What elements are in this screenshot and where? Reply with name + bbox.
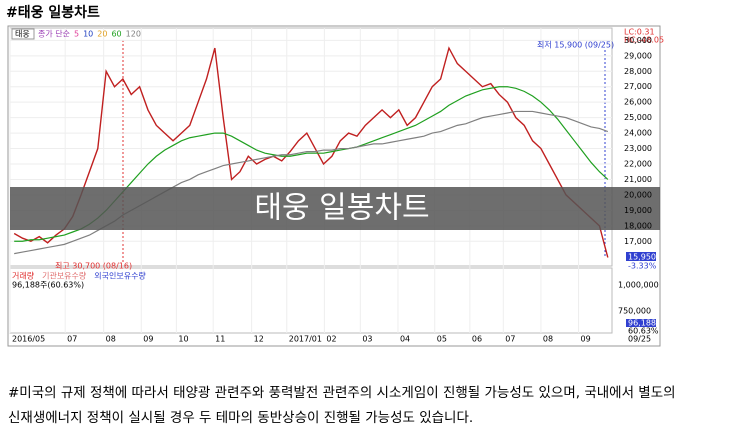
x-tick-label: 07 [67,335,77,344]
y-tick-label: 19,000 [624,206,652,215]
page-title: #태웅 일봉차트 [6,5,100,21]
bottom-note: 최고 30,700 (08/16) [55,261,132,271]
body-line: #미국의 규제 정책에 따라서 태양광 관련주와 풍력발전 관련주의 시소게임이… [8,385,676,401]
legend-entry: 10 [83,30,93,39]
x-tick-label: 05 [437,335,447,344]
volume-axis-label: 750,000 [618,307,651,316]
price-panel [9,27,613,267]
x-tick-label: 06 [472,335,482,344]
y-tick-label: 17,000 [624,237,652,246]
y-tick-label: 23,000 [624,144,652,153]
x-tick-label: 10 [178,335,188,344]
legend-entry: 60 [111,30,121,39]
y-tick-label: 25,000 [624,113,652,122]
price-line [13,46,609,258]
x-tick-label: 12 [254,335,264,344]
y-tick-label: 20,000 [624,190,652,199]
volume-legend: 거래량 기관보유수량 외국인보유수량 [12,271,146,281]
volume-panel [9,267,613,334]
body-line: 신재생에너지 정책이 실시될 경우 두 테마의 동반상승이 진행될 가능성도 있… [8,410,473,426]
holding-box [626,319,656,327]
last-price-box [626,252,656,261]
top-note: 최저 15,900 (09/25) [537,40,614,50]
x-tick-label: 09 [143,335,153,344]
x-tick-label: 03 [362,335,372,344]
x-tick-label: 2017/01 [289,335,322,344]
x-tick-label: 08 [106,335,116,344]
y-tick-label: 21,000 [624,175,652,184]
legend-entry: 120 [126,30,141,39]
last-price: 15,950 [628,253,656,262]
y-tick-label: 28,000 [624,67,652,76]
y-tick-label: 24,000 [624,129,652,138]
x-tick-label: 08 [543,335,553,344]
legend-entry: 외국인보유수량 [94,271,146,281]
lc-label: LC:0.31 [624,28,655,37]
volume-axis-label: 1,000,000 [618,281,659,290]
last-holding: 96,188 [628,319,656,328]
y-tick-label: 18,000 [624,221,652,230]
legend: 종가 단순 5 10 20 60 120 [38,29,141,39]
overlay-band [10,187,660,230]
stock-box [11,28,35,40]
legend-entry: 기관보유수량 [42,271,87,281]
legend-entry: 거래량 [12,271,35,281]
x-tick-label: 07 [505,335,515,344]
x-tick-label: 04 [400,335,410,344]
legend-entry: 5 [74,30,79,39]
overlay-title: 태웅 일봉차트 [254,191,429,226]
y-tick-label: 22,000 [624,160,652,169]
hc-label: HC:-48.05 [624,36,664,45]
legend-entry: 종가 단순 [38,29,70,39]
end-date: 09/25 [628,335,651,344]
stock-name: 태웅 [15,30,30,39]
y-tick-label: 26,000 [624,98,652,107]
x-tick-label: 02 [326,335,336,344]
change: -3.33% [628,262,657,271]
x-tick-label: 2016/05 [12,335,45,344]
legend-entry: 20 [97,30,107,39]
last-ratio: 60.63% [628,327,659,336]
y-tick-label: 27,000 [624,82,652,91]
x-tick-label: 09 [581,335,591,344]
y-tick-label: 29,000 [624,51,652,60]
holding: 96,188주(60.63%) [12,281,84,290]
x-tick-label: 11 [215,335,225,344]
y-tick-label: 30,000 [624,36,652,45]
